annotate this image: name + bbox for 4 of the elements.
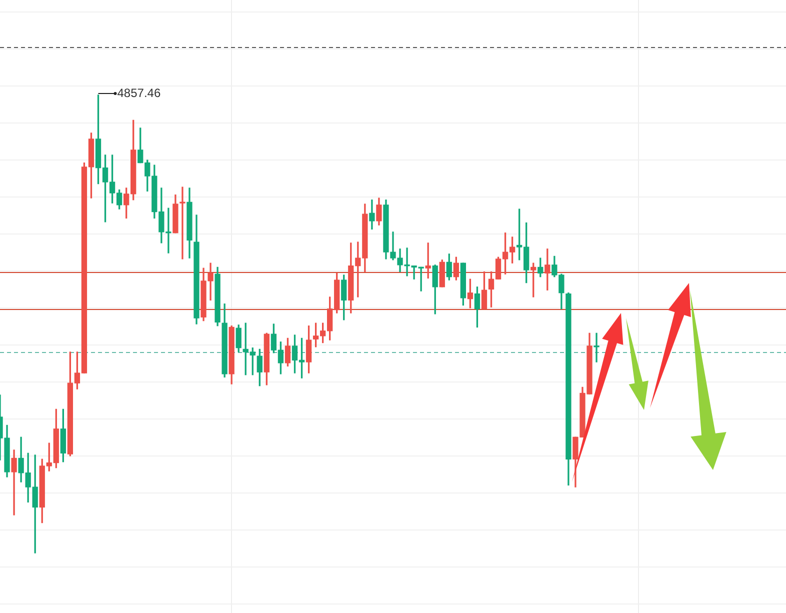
candlestick [180,186,186,260]
candlestick [11,450,17,516]
annotation: 4857.46 [117,86,161,100]
candlestick [594,332,600,362]
